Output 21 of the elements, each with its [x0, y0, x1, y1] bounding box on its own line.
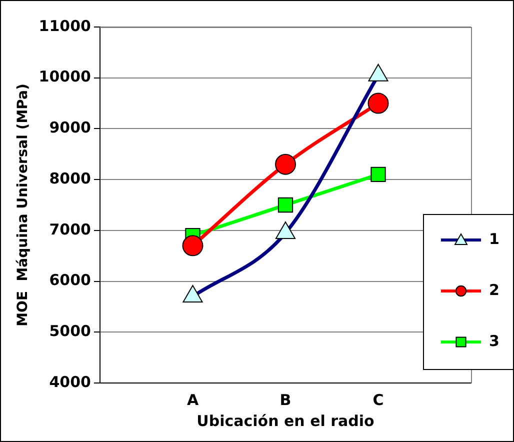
y-axis-title: MOE Máquina Universal (MPa)	[15, 84, 32, 326]
legend-label: 3	[489, 332, 500, 350]
x-axis-title: Ubicación en el radio	[196, 412, 374, 430]
point	[368, 92, 389, 114]
y-tick-label: 7000	[49, 220, 91, 238]
point	[274, 154, 296, 175]
y-tick-label: 11000	[38, 16, 91, 35]
y-tick-label: 10000	[38, 68, 91, 86]
legend-label: 1	[489, 230, 500, 248]
y-tick-label: 4000	[49, 372, 91, 391]
y-tick-label: 5000	[49, 322, 91, 340]
point	[370, 166, 386, 182]
legend-label: 2	[489, 280, 500, 299]
point	[182, 235, 204, 256]
x-tick-label: C	[372, 390, 384, 409]
y-tick-label: 8000	[49, 169, 91, 188]
y-tick-label: 6000	[49, 271, 91, 290]
x-tick-label: B	[280, 390, 292, 409]
x-tick-label: A	[186, 390, 199, 409]
point	[278, 197, 294, 213]
y-tick-label: 9000	[49, 118, 91, 137]
